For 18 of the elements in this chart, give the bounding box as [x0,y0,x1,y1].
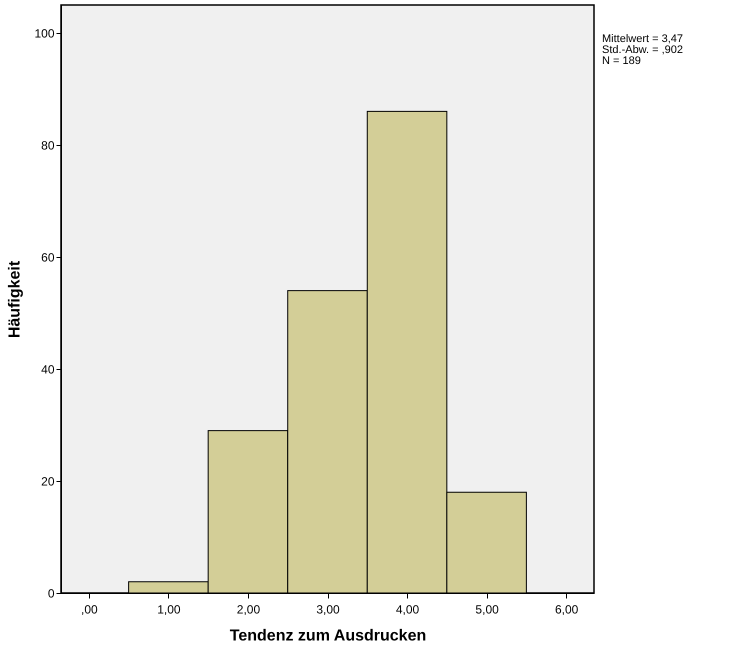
text: N = 189 [602,55,641,67]
y-tick-label: 60 [41,250,55,264]
x-tick-label: 4,00 [396,602,420,616]
y-tick-label: 20 [41,474,55,488]
x-tick-label: 3,00 [316,602,340,616]
x-axis-title: Tendenz zum Ausdrucken [230,628,426,644]
y-tick-label: 100 [34,26,55,40]
x-tick-label: 5,00 [475,602,500,616]
text: Mittelwert = 3,47 [602,33,684,45]
text: Std.-Abw. = ,902 [602,44,684,56]
x-tick-label: 6,00 [554,602,579,616]
y-axis-title: Häufigkeit [6,260,24,338]
x-tick-label: ,00 [81,602,98,616]
y-tick-label: 40 [41,362,55,376]
y-tick-label: 0 [48,586,55,600]
x-tick-label: 2,00 [236,602,260,616]
y-tick-label: 80 [41,138,55,152]
x-tick-label: 1,00 [157,602,181,616]
